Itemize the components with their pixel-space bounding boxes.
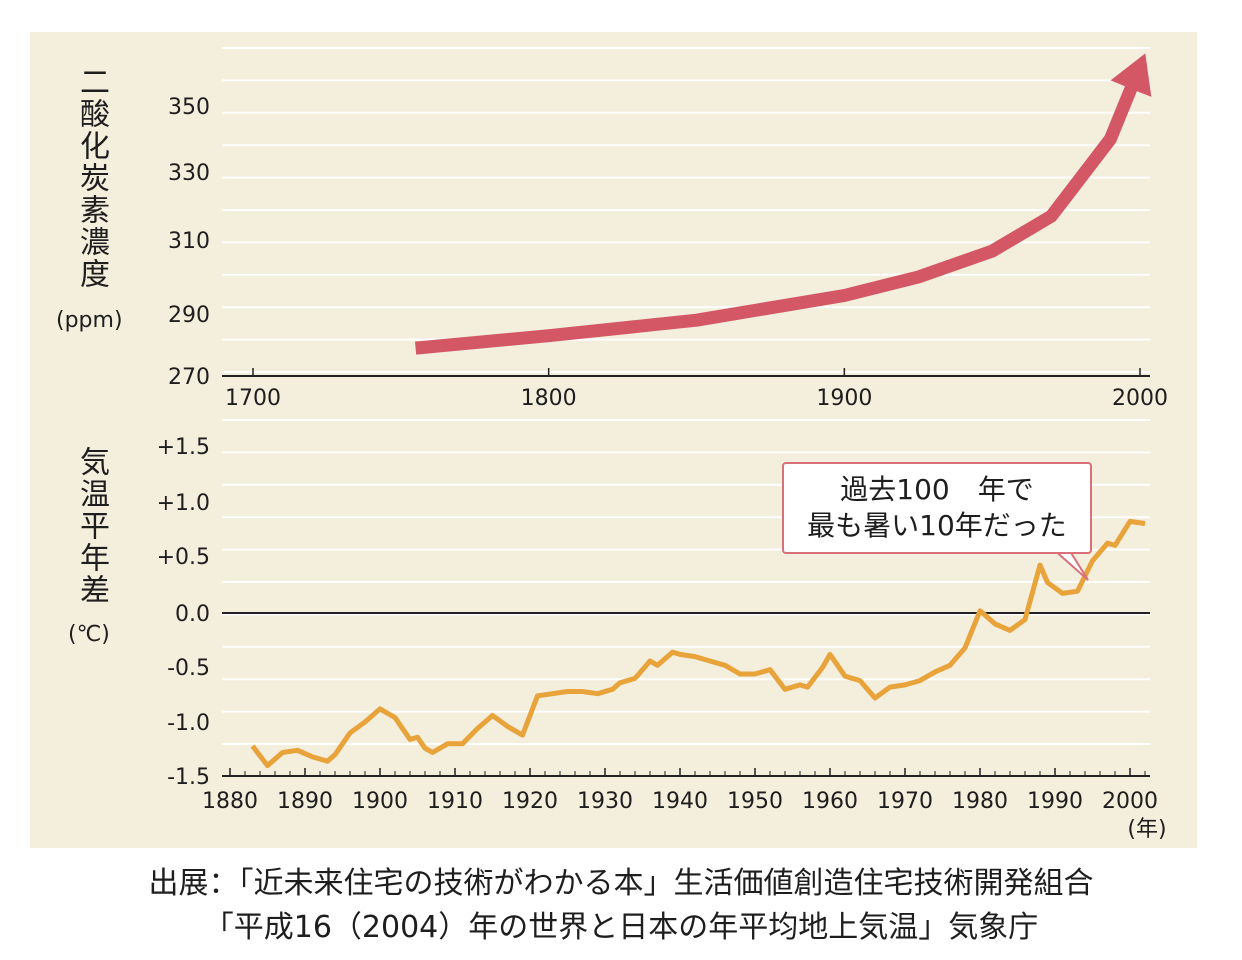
co2-y-tick-label: 270 <box>168 365 210 390</box>
co2-x-tick-label: 1800 <box>521 386 577 411</box>
temp-x-tick-label: 1930 <box>577 789 633 814</box>
temp-x-tick-label: 1970 <box>877 789 933 814</box>
temp-x-unit-label: (年) <box>1127 817 1166 842</box>
co2-x-tick-label: 2000 <box>1112 386 1168 411</box>
temp-x-tick-label: 1890 <box>277 789 333 814</box>
temp-x-tick-label: 1940 <box>652 789 708 814</box>
temp-y-tick-label: -1.0 <box>167 711 210 736</box>
temp-y-tick-label: +1.5 <box>157 435 210 460</box>
co2-series-line <box>414 63 1147 355</box>
co2-x-tick-label: 1700 <box>225 386 281 411</box>
co2-x-tick-label: 1900 <box>816 386 872 411</box>
temp-x-tick-label: 1990 <box>1027 789 1083 814</box>
co2-y-tick-label: 350 <box>168 95 210 120</box>
co2-y-tick-label: 330 <box>168 161 210 186</box>
co2-unit-label: (ppm) <box>56 308 123 333</box>
temp-x-tick-label: 1920 <box>502 789 558 814</box>
callout-pointer <box>1051 547 1089 581</box>
annotation-callout: 過去100 年で 最も暑い10年だった <box>782 462 1092 554</box>
temp-y-tick-label: +1.0 <box>157 491 210 516</box>
temp-y-tick-label: +0.5 <box>157 545 210 570</box>
annotation-line-2: 最も暑い10年だった <box>807 509 1067 542</box>
temp-unit-label: (℃) <box>68 622 110 647</box>
co2-y-tick-label: 290 <box>168 303 210 328</box>
temp-x-tick-label: 1980 <box>952 789 1008 814</box>
temp-x-tick-label: 1880 <box>202 789 258 814</box>
source-line-1: 出展：「近未来住宅の技術がわかる本」生活価値創造住宅技術開発組合 <box>148 866 1094 901</box>
temp-y-tick-label: 0.0 <box>175 602 210 627</box>
temp-axis-label: 気温平年差 <box>74 446 109 606</box>
co2-arrowhead <box>1110 53 1152 97</box>
annotation-line-1: 過去100 年で <box>840 473 1034 506</box>
co2-y-tick-label: 310 <box>168 229 210 254</box>
temp-x-tick-label: 1950 <box>727 789 783 814</box>
temp-x-tick-label: 2000 <box>1102 789 1158 814</box>
co2-axis-label: 二酸化炭素濃度 <box>74 66 109 290</box>
temp-x-tick-label: 1910 <box>427 789 483 814</box>
temp-y-tick-label: -1.5 <box>167 765 210 790</box>
temp-x-tick-label: 1960 <box>802 789 858 814</box>
temp-y-tick-label: -0.5 <box>167 656 210 681</box>
temp-x-tick-label: 1900 <box>352 789 408 814</box>
temp-series-line <box>250 518 1146 769</box>
source-line-2: 「平成16（2004）年の世界と日本の年平均地上気温」気象庁 <box>203 910 1039 945</box>
